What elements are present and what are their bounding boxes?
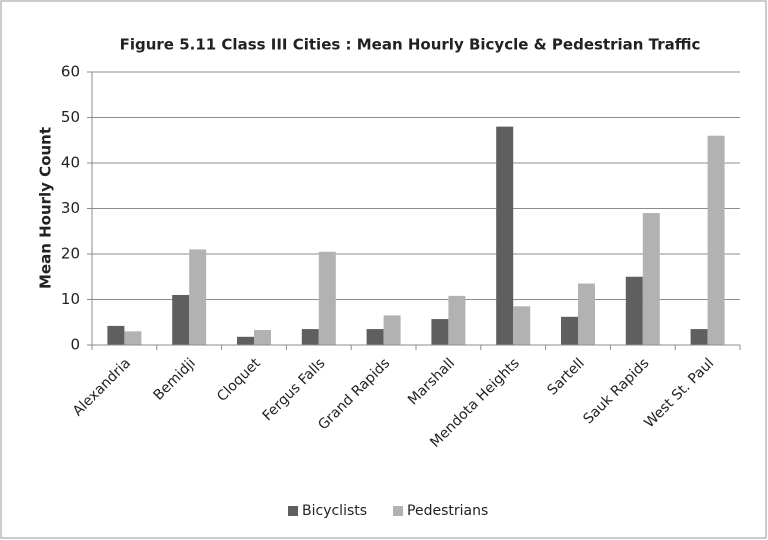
y-tick-label: 50 xyxy=(61,108,80,126)
bar xyxy=(625,276,643,345)
y-tick-label: 0 xyxy=(70,336,80,354)
y-tick-label: 40 xyxy=(61,154,80,172)
bar xyxy=(383,315,401,345)
bar xyxy=(707,135,725,345)
legend-label: Bicyclists xyxy=(302,503,367,519)
bar xyxy=(172,294,190,345)
bar xyxy=(578,283,595,345)
bar xyxy=(301,329,319,345)
y-tick-label: 20 xyxy=(61,245,80,263)
bar xyxy=(642,213,660,345)
y-tick-label: 60 xyxy=(61,63,80,81)
legend-swatch xyxy=(288,506,298,516)
bar xyxy=(431,319,449,345)
bar xyxy=(189,249,207,345)
bar xyxy=(124,331,142,345)
bar xyxy=(496,126,514,345)
bar xyxy=(254,329,271,345)
bar xyxy=(513,306,531,345)
chart-title: Figure 5.11 Class III Cities : Mean Hour… xyxy=(120,36,701,54)
bar xyxy=(561,316,578,345)
bar xyxy=(448,295,466,345)
bar xyxy=(366,329,384,345)
legend-swatch xyxy=(393,506,404,516)
y-tick-label: 10 xyxy=(61,290,80,308)
bar xyxy=(107,325,125,345)
y-axis-label: Mean Hourly Count xyxy=(37,127,55,289)
bar xyxy=(318,251,336,345)
legend-label: Pedestrians xyxy=(407,503,488,519)
bar xyxy=(237,336,254,345)
y-tick-label: 30 xyxy=(61,199,80,217)
bar xyxy=(690,329,708,345)
